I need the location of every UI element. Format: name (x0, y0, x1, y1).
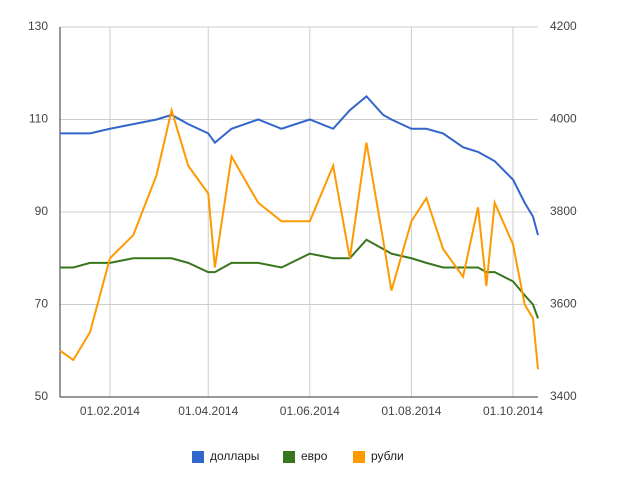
y2-tick-label: 3600 (550, 297, 577, 311)
legend-swatch (192, 451, 204, 463)
legend-swatch (283, 451, 295, 463)
y-tick-label: 70 (35, 297, 49, 311)
legend-label: евро (301, 449, 328, 463)
y2-tick-label: 4200 (550, 19, 577, 33)
y-tick-label: 50 (35, 389, 49, 403)
y2-tick-label: 4000 (550, 112, 577, 126)
x-tick-label: 01.06.2014 (280, 404, 340, 418)
x-tick-label: 01.04.2014 (178, 404, 238, 418)
legend-swatch (353, 451, 365, 463)
line-series (60, 94, 539, 236)
y2-tick-label: 3400 (550, 389, 577, 403)
y-tick-label: 130 (28, 19, 48, 33)
x-tick-label: 01.02.2014 (80, 404, 140, 418)
line-series (59, 106, 539, 370)
x-tick-label: 01.10.2014 (483, 404, 543, 418)
y-tick-label: 110 (29, 112, 48, 126)
line-series (60, 238, 539, 319)
y2-tick-label: 3800 (550, 204, 577, 218)
x-tick-label: 01.08.2014 (381, 404, 441, 418)
legend-label: рубли (371, 449, 404, 463)
legend-label: доллары (210, 449, 259, 463)
y-tick-label: 90 (35, 204, 49, 218)
